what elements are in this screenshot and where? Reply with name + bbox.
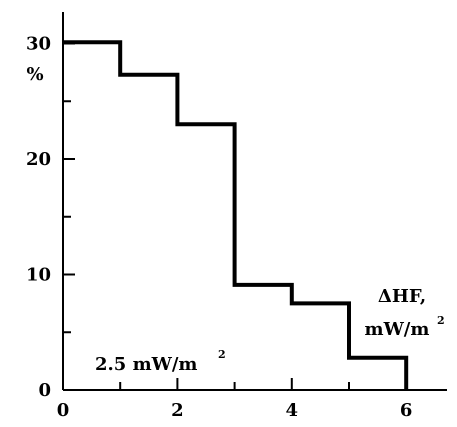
y-tick-label: 20 xyxy=(26,149,51,170)
axes: 0 10 20 30 0 2 4 6 xyxy=(26,12,447,421)
x-axis-label-line2: mW/m xyxy=(365,319,430,340)
x-tick-label: 4 xyxy=(286,400,299,421)
y-tick-label: 30 xyxy=(26,34,51,55)
annotation-label: 2.5 mW/m xyxy=(95,354,197,375)
x-axis-label-line1: ΔHF, xyxy=(378,286,426,307)
x-tick-label: 6 xyxy=(400,400,413,421)
series-line xyxy=(63,40,409,390)
x-tick-label: 2 xyxy=(171,400,184,421)
x-axis-label-superscript: 2 xyxy=(437,314,445,327)
y-tick-label: 0 xyxy=(38,380,51,401)
y-tick-label: 10 xyxy=(26,265,51,286)
x-tick-label: 0 xyxy=(57,400,70,421)
y-axis-unit-label: % xyxy=(26,64,43,85)
annotation-superscript: 2 xyxy=(218,348,226,361)
